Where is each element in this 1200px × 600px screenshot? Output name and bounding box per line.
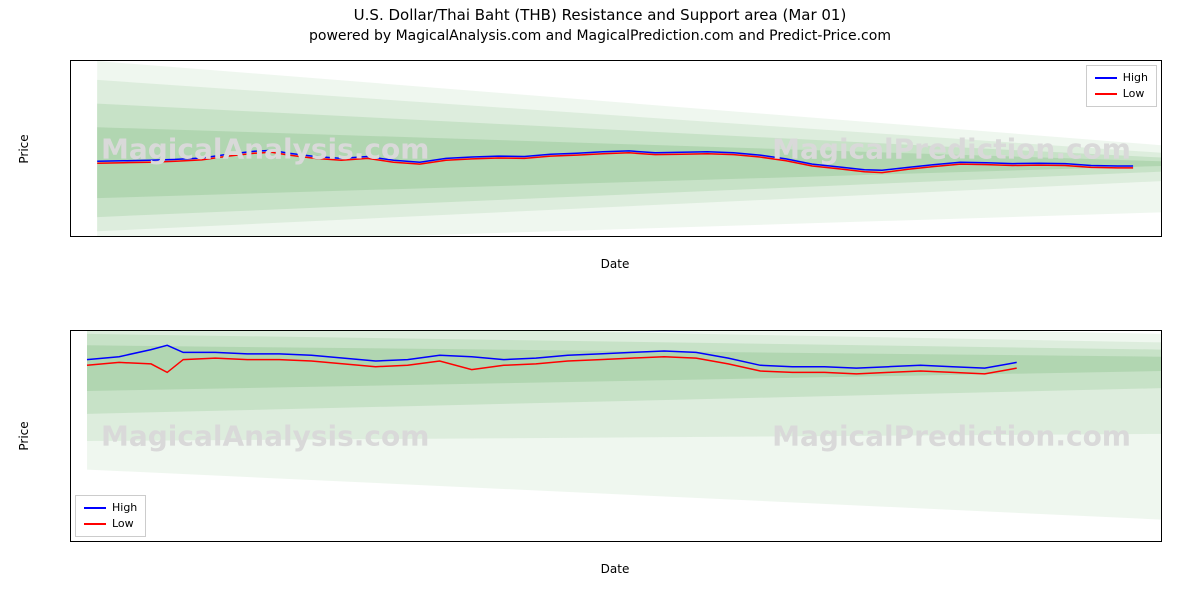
xtick-label: 2024-12-15: [392, 541, 456, 542]
xtick-label: 2025-01-15: [640, 541, 704, 542]
legend-top: High Low: [1086, 65, 1157, 107]
legend-item-high: High: [84, 500, 137, 516]
legend-label-high: High: [1123, 71, 1148, 84]
xtick-label: 2024-07: [686, 236, 732, 237]
xtick-label: 2023-07: [70, 236, 94, 237]
plot-area-bottom: MagicalAnalysis.com MagicalPrediction.co…: [70, 330, 1162, 542]
xtick-label: 2024-11: [901, 236, 947, 237]
xtick-label: 2024-11-01: [70, 541, 103, 542]
xtick-label: 2024-09: [794, 236, 840, 237]
ylabel-bottom: Price: [17, 421, 31, 450]
xtick-label: 2023-09: [156, 236, 202, 237]
legend-label-low: Low: [112, 517, 134, 530]
xtick-label: 2025-03-15: [1113, 541, 1162, 542]
xtick-label: 2024-01: [369, 236, 415, 237]
legend-swatch-high: [1095, 77, 1117, 79]
legend-label-high: High: [112, 501, 137, 514]
chart-svg-top: [71, 61, 1161, 236]
xtick-label: 2025-02-01: [776, 541, 840, 542]
legend-swatch-high: [84, 507, 106, 509]
xtick-label: 2023-11: [263, 236, 309, 237]
xtick-label: 2025-02-15: [889, 541, 953, 542]
chart-container: U.S. Dollar/Thai Baht (THB) Resistance a…: [0, 0, 1200, 600]
xtick-label: 2025-01: [1007, 236, 1053, 237]
chart-svg-bottom: [71, 331, 1161, 541]
xtick-label: 2024-05: [580, 236, 626, 237]
legend-label-low: Low: [1123, 87, 1145, 100]
xtick-label: 2024-12-01: [279, 541, 343, 542]
chart-title: U.S. Dollar/Thai Baht (THB) Resistance a…: [0, 0, 1200, 24]
panel-top: MagicalAnalysis.com MagicalPrediction.co…: [70, 60, 1160, 237]
legend-item-low: Low: [1095, 86, 1148, 102]
legend-item-high: High: [1095, 70, 1148, 86]
plot-area-top: MagicalAnalysis.com MagicalPrediction.co…: [70, 60, 1162, 237]
chart-subtitle: powered by MagicalAnalysis.com and Magic…: [0, 24, 1200, 44]
xlabel-top: Date: [601, 257, 630, 271]
xtick-label: 2025-01-01: [528, 541, 592, 542]
legend-swatch-low: [1095, 93, 1117, 95]
ylabel-top: Price: [17, 134, 31, 163]
xtick-label: 2024-03: [474, 236, 520, 237]
legend-item-low: Low: [84, 516, 137, 532]
xtick-label: 2025-03-01: [1001, 541, 1065, 542]
panel-bottom: MagicalAnalysis.com MagicalPrediction.co…: [70, 330, 1160, 542]
xlabel-bottom: Date: [601, 562, 630, 576]
xtick-label: 2025-03: [1110, 236, 1156, 237]
legend-bottom: High Low: [75, 495, 146, 537]
xtick-label: 2024-11-15: [151, 541, 215, 542]
legend-swatch-low: [84, 523, 106, 525]
